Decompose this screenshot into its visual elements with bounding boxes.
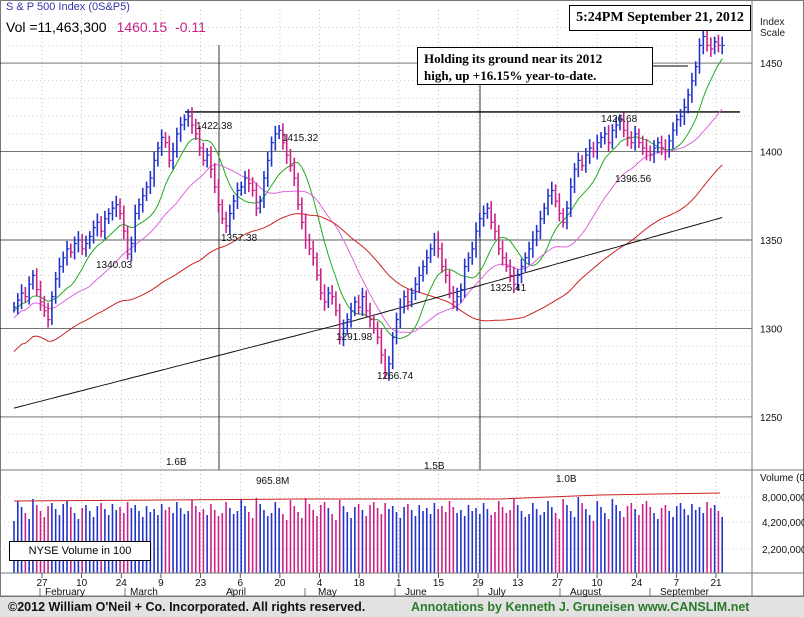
volume-tick-label: 4,200,000 (762, 518, 804, 529)
footer-bar (0, 597, 804, 617)
moving-average-50 (13, 164, 723, 352)
scale-label: Scale (760, 28, 786, 39)
annotation-line-2: high, up +16.15% year-to-date. (424, 68, 597, 83)
x-tick-label: 24 (631, 578, 643, 589)
price-tick-label: 1250 (760, 413, 783, 424)
x-tick-label: 15 (433, 578, 445, 589)
volume-annotation-label: 1.6B (166, 457, 187, 468)
month-label: May (318, 587, 337, 598)
x-tick-label: 27 (552, 578, 564, 589)
volume-annotation-label: 965.8M (256, 476, 289, 487)
annotation-line-1: Holding its ground near its 2012 (424, 51, 603, 66)
x-tick-label: 1 (396, 578, 402, 589)
price-annotation-label: 1357.38 (221, 233, 258, 244)
price-change: -0.11 (175, 19, 206, 35)
price-candles (13, 27, 725, 381)
month-label: July (488, 587, 506, 598)
price-tick-label: 1300 (760, 324, 783, 335)
month-label: August (570, 587, 601, 598)
reference-lines (185, 45, 740, 470)
price-annotation-label: 1415.32 (282, 133, 319, 144)
price-annotation-label: 1396.56 (615, 174, 652, 185)
x-tick-label: 10 (591, 578, 603, 589)
price-annotation-label: 1266.74 (377, 371, 414, 382)
price-annotation-label: 1325.41 (490, 283, 527, 294)
price-tick-label: 1350 (760, 236, 783, 247)
x-tick-label: 7 (674, 578, 680, 589)
volume-average-line (13, 492, 721, 502)
chart-title: S & P 500 Index (0S&P5) (6, 1, 130, 13)
volume-text: Vol =11,463,300 (6, 19, 107, 35)
month-label: March (130, 587, 158, 598)
index-scale-label: Index Scale (760, 17, 785, 39)
price-tick-label: 1450 (760, 59, 783, 70)
month-label: June (405, 587, 427, 598)
price-annotation-label: 1291.98 (336, 332, 373, 343)
moving-average-200 (13, 217, 723, 409)
volume-tick-label: 2,200,000 (762, 545, 804, 556)
annotation-box: Holding its ground near its 2012 high, up… (417, 47, 653, 85)
month-label: April (226, 587, 246, 598)
copyright-text: ©2012 William O'Neil + Co. Incorporated.… (8, 600, 366, 614)
volume-price-line: Vol =11,463,300 1460.15 -0.11 (6, 19, 206, 35)
x-tick-label: 6 (237, 578, 243, 589)
price-labels: 1422.38 1415.32 1340.03 1357.38 1291.98 1266.… (96, 114, 652, 487)
month-label: February (45, 587, 85, 598)
x-tick-label: 10 (76, 578, 88, 589)
month-label: September (660, 587, 710, 598)
volume-tick-label: 8,000,000 (762, 493, 804, 504)
volume-annotation-label: 1.5B (424, 461, 445, 472)
price-annotation-label: 1426.68 (601, 114, 638, 125)
x-tick-label: 9 (158, 578, 164, 589)
index-label: Index (760, 17, 785, 28)
grid (0, 10, 752, 573)
x-tick-label: 27 (36, 578, 48, 589)
price-value: 1460.15 (116, 19, 168, 35)
timestamp-box: 5:24PM September 21, 2012 (569, 5, 751, 31)
x-tick-label: 29 (473, 578, 485, 589)
x-tick-label: 20 (274, 578, 286, 589)
x-tick-label: 24 (116, 578, 128, 589)
volume-annotation-label: 1.0B (556, 474, 577, 485)
volume-axis-label: Volume (00) (760, 473, 804, 484)
x-tick-label: 21 (710, 578, 722, 589)
axes: 27 10 24 9 23 6 20 4 18 1 15 29 13 27 10 24 7 21 1250 1300 1… (0, 0, 804, 598)
x-tick-label: 23 (195, 578, 207, 589)
price-annotation-label: 1422.38 (196, 121, 233, 132)
x-tick-label: 4 (317, 578, 323, 589)
price-tick-label: 1400 (760, 148, 783, 159)
credit-text: Annotations by Kenneth J. Gruneisen www.… (411, 600, 750, 614)
x-tick-label: 13 (512, 578, 524, 589)
volume-box-label: NYSE Volume in 100 (9, 541, 151, 561)
chart-border (0, 0, 804, 597)
price-annotation-label: 1340.03 (96, 260, 133, 271)
x-tick-label: 18 (354, 578, 366, 589)
volume-bars (13, 492, 724, 573)
